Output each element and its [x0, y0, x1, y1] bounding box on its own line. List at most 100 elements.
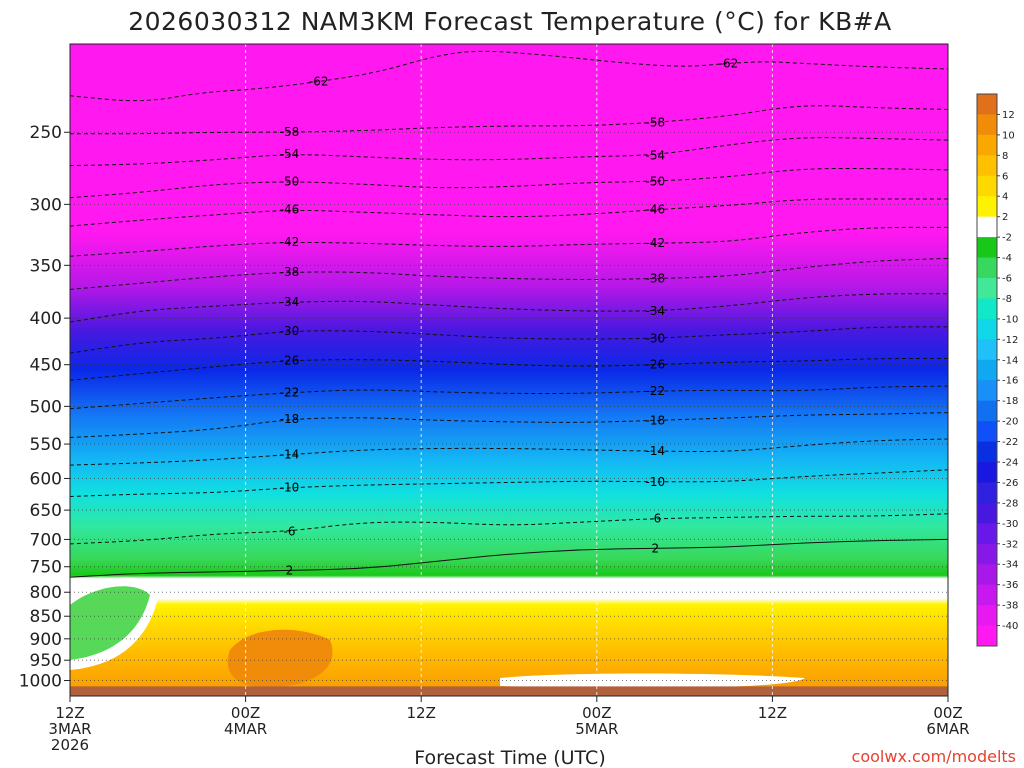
colorbar-label: -16	[1002, 376, 1018, 387]
contour-line	[70, 105, 948, 135]
y-tick-label: 350	[30, 256, 62, 276]
colorbar-swatch	[977, 257, 997, 279]
colorbar-legend: 12 10 8 6 4 2 -2 -4 -6 -8 -10 -12 -14 -16 -18 -20 -22 -24…	[976, 93, 1018, 647]
y-tick-label: 1000	[19, 671, 62, 691]
contour-line	[70, 293, 948, 323]
colorbar-label: -10	[1002, 314, 1018, 325]
colorbar-swatch	[977, 543, 997, 565]
x-tick-label: 00Z 6MAR	[926, 704, 969, 738]
colorbar-swatch	[977, 155, 997, 177]
contour-label: -10	[646, 475, 666, 489]
contour-line	[70, 412, 948, 438]
colorbar-swatch	[977, 421, 997, 443]
colorbar-swatch	[977, 216, 997, 238]
colorbar-label: -2	[1002, 233, 1012, 244]
colorbar-swatch	[977, 94, 997, 115]
contour-label: -42	[646, 236, 666, 250]
colorbar-label: -34	[1002, 560, 1018, 571]
y-tick-label: 550	[30, 435, 62, 455]
contour-label: -18	[280, 412, 300, 426]
colorbar-label: -36	[1002, 580, 1018, 591]
contour-label: 2	[286, 563, 294, 577]
contour-label: -54	[280, 147, 300, 161]
contour-line	[70, 50, 948, 102]
colorbar-label: 8	[1002, 151, 1008, 162]
surface-cool-patch	[500, 673, 805, 689]
contour-line	[70, 137, 948, 167]
plot-frame	[69, 43, 949, 697]
contour-label: -42	[280, 235, 300, 249]
contour-line	[70, 358, 948, 381]
contour-line	[70, 538, 948, 578]
contour-layer: -62-62-58-58-54 -54-50 -50-46 -46-42 -42-38-…	[70, 50, 948, 578]
colorbar-swatch	[977, 625, 997, 647]
contour-line	[70, 167, 948, 199]
colorbar-label: -18	[1002, 396, 1018, 407]
contour-label: -58	[646, 116, 666, 130]
y-axis: 250 300 350 400 450 500 550 600 650 700 750 800 850 9…	[19, 123, 70, 691]
contour-label: -6	[649, 512, 661, 526]
y-tick-label: 650	[30, 501, 62, 521]
colorbar-label: -38	[1002, 601, 1018, 612]
colorbar-label: -24	[1002, 458, 1018, 469]
y-tick-label: 450	[30, 356, 62, 376]
y-tick-label: 850	[30, 607, 62, 627]
colorbar-label: -4	[1002, 253, 1012, 264]
contour-line	[70, 326, 948, 354]
colorbar-label: -30	[1002, 519, 1018, 530]
colorbar-swatch	[977, 502, 997, 524]
contour-line	[70, 198, 948, 227]
colorbar-label: -40	[1002, 621, 1018, 632]
contour-label: -34	[646, 304, 666, 318]
y-tick-label: 400	[30, 309, 62, 329]
colorbar-swatch	[977, 564, 997, 586]
contour-line	[70, 469, 948, 497]
contour-line	[70, 257, 948, 290]
y-tick-label: 900	[30, 630, 62, 650]
colorbar-swatch	[977, 605, 997, 627]
y-tick-label: 800	[30, 583, 62, 603]
x-tick-label: 00Z 5MAR	[575, 704, 618, 738]
y-tick-label: 700	[30, 530, 62, 550]
contour-label: -46	[646, 203, 666, 217]
contour-label: -18	[646, 413, 666, 427]
x-tick-label: 12Z	[758, 704, 787, 722]
y-tick-label: 300	[30, 195, 62, 215]
contour-label: -30	[646, 331, 666, 345]
colorbar-label: -32	[1002, 539, 1018, 550]
colorbar-swatch	[977, 134, 997, 156]
contour-label: -34	[280, 295, 300, 309]
colorbar-label: -22	[1002, 437, 1018, 448]
colorbar-label: 12	[1002, 110, 1015, 121]
contour-line	[70, 385, 948, 410]
y-tick-label: 500	[30, 397, 62, 417]
colorbar-swatch	[977, 298, 997, 320]
colorbar-swatch	[977, 318, 997, 340]
colorbar-swatch	[977, 523, 997, 545]
colorbar-label: 10	[1002, 130, 1015, 141]
contour-label: -38	[646, 272, 666, 286]
contour-label: -50	[646, 174, 666, 188]
contour-line	[70, 226, 948, 257]
contour-label: -22	[280, 386, 300, 400]
colorbar-swatch	[977, 359, 997, 381]
plot-area: -62-62-58-58-54 -54-50 -50-46 -46-42 -42-38-…	[70, 44, 948, 696]
y-tick-label: 600	[30, 469, 62, 489]
x-tick-label: 00Z 4MAR	[224, 704, 267, 738]
contour-label: -22	[646, 384, 666, 398]
contour-label: -46	[280, 203, 300, 217]
colorbar-swatch	[977, 400, 997, 422]
contour-label: -38	[280, 265, 300, 279]
colorbar-label: -6	[1002, 274, 1012, 285]
y-tick-label: 250	[30, 123, 62, 143]
y-tick-label: 750	[30, 558, 62, 578]
credit-text: coolwx.com/modelts	[852, 747, 1016, 766]
field-patches	[70, 577, 805, 689]
colorbar-frame	[976, 93, 998, 647]
contour-label: -30	[280, 324, 300, 338]
contour-label: -50	[280, 174, 300, 188]
colorbar-swatch	[977, 441, 997, 463]
colorbar-label: -12	[1002, 335, 1018, 346]
contour-line	[70, 438, 948, 466]
contour-label: -14	[280, 448, 300, 462]
